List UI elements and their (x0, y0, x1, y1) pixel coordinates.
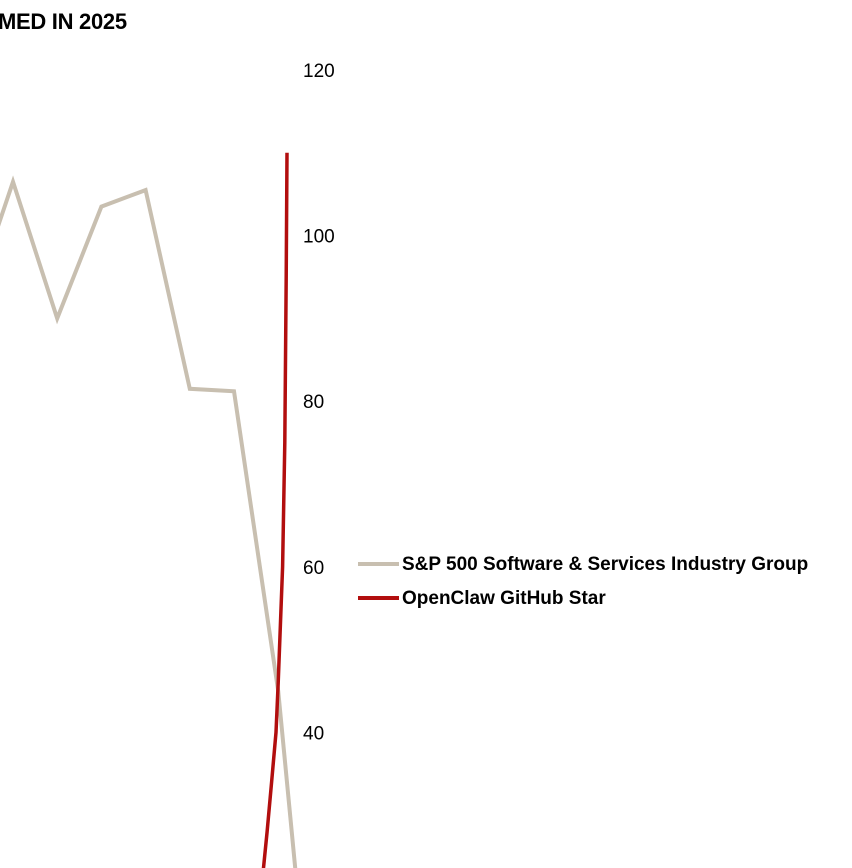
series-line-sp500-software (0, 175, 298, 868)
y-tick-label: 100 (303, 227, 335, 248)
legend-label: S&P 500 Software & Services Industry Gro… (402, 554, 808, 575)
series-layer (0, 152, 298, 868)
legend: S&P 500 Software & Services Industry Gro… (358, 554, 808, 609)
y-tick-label: 40 (303, 723, 324, 744)
chart-title: MED IN 2025 (0, 9, 127, 34)
y-tick-label: 60 (303, 558, 324, 579)
y-tick-label: 120 (303, 61, 335, 82)
series-line-openclaw-stars (261, 152, 289, 868)
legend-label: OpenClaw GitHub Star (402, 588, 606, 609)
y-axis-ticks: 40 60 80 100 120 (303, 61, 335, 744)
y-tick-label: 80 (303, 392, 324, 413)
